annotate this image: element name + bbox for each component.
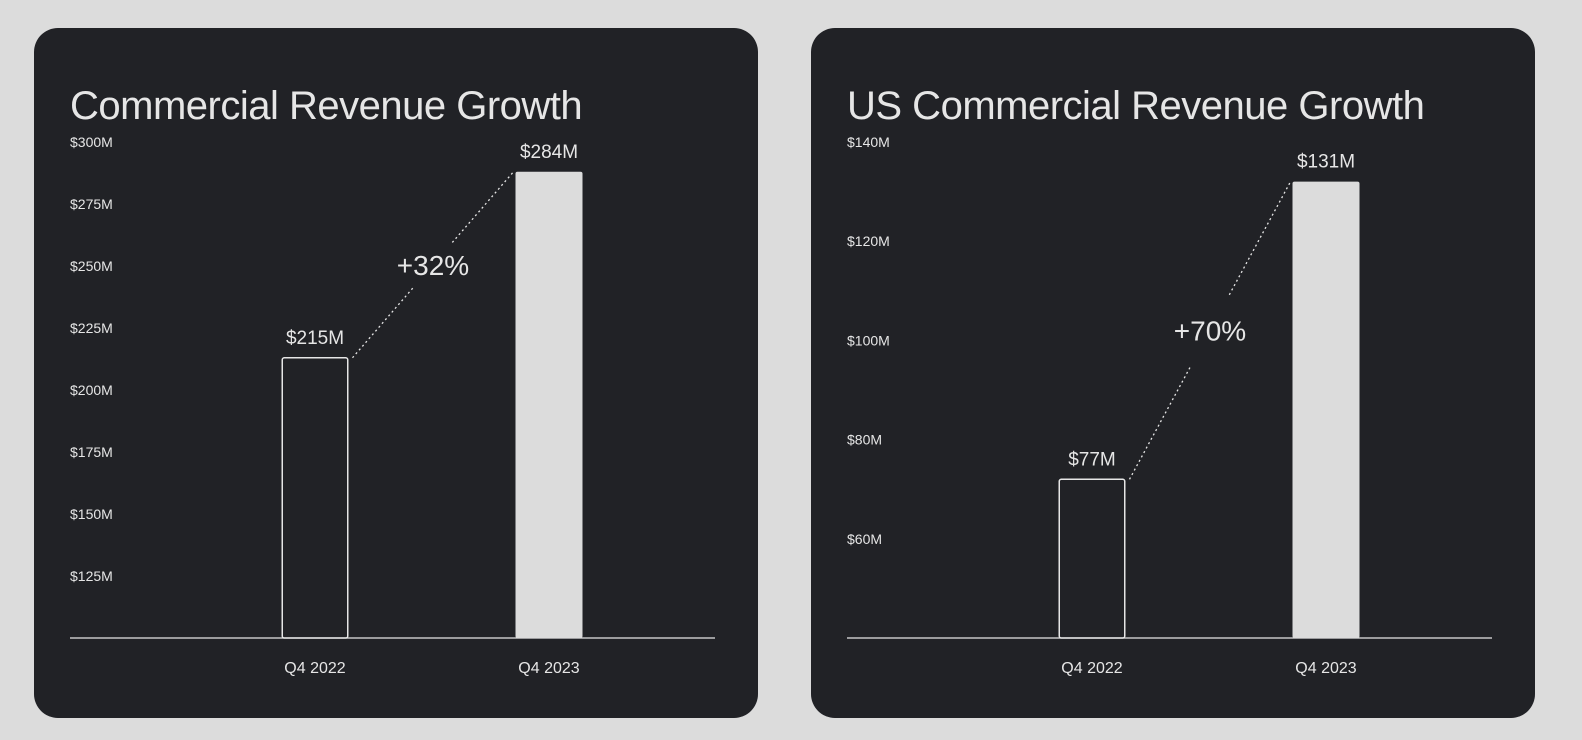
bar-chart-us-commercial-revenue: $60M $80M $100M $120M $140M $77M Q4 2022 $131M Q…	[847, 134, 1492, 677]
y-tick-label: $120M	[847, 233, 890, 249]
growth-percentage-label: +70%	[1174, 315, 1246, 346]
growth-percentage-label: +32%	[397, 250, 469, 281]
growth-connector-line	[1228, 181, 1292, 296]
y-tick-label: $250M	[70, 258, 113, 274]
x-tick-label: Q4 2023	[1295, 660, 1356, 677]
bar-value-label: $131M	[1297, 152, 1355, 173]
bar-q4-2023	[1292, 181, 1360, 638]
growth-connector-line	[352, 286, 415, 359]
x-tick-label: Q4 2023	[518, 660, 579, 677]
y-tick-label: $100M	[847, 332, 890, 348]
x-tick-label: Q4 2022	[284, 660, 345, 677]
bar-chart-commercial-revenue: $125M $150M $175M $200M $225M $250M $275M $300M…	[70, 134, 715, 677]
chart-title: Commercial Revenue Growth	[70, 84, 583, 128]
y-tick-label: $175M	[70, 444, 113, 460]
y-tick-label: $60M	[847, 531, 882, 547]
chart-card-commercial-revenue: Commercial Revenue Growth $125M $150M $175…	[34, 28, 758, 718]
growth-connector-line	[1128, 365, 1192, 480]
y-tick-label: $275M	[70, 196, 113, 212]
y-tick-label: $300M	[70, 134, 113, 150]
growth-connector-line	[451, 171, 514, 243]
bar-q4-2023	[515, 171, 583, 638]
y-tick-label: $150M	[70, 506, 113, 522]
chart-title: US Commercial Revenue Growth	[847, 84, 1425, 128]
bar-value-label: $77M	[1068, 449, 1116, 470]
y-tick-label: $125M	[70, 568, 113, 584]
x-tick-label: Q4 2022	[1061, 660, 1122, 677]
y-tick-label: $80M	[847, 432, 882, 448]
bar-value-label: $284M	[520, 142, 578, 163]
chart-card-us-commercial-revenue: US Commercial Revenue Growth $60M $80M $10…	[811, 28, 1535, 718]
y-tick-label: $140M	[847, 134, 890, 150]
bar-value-label: $215M	[286, 328, 344, 349]
y-tick-label: $200M	[70, 382, 113, 398]
bar-q4-2022	[281, 357, 349, 639]
bar-q4-2022	[1058, 478, 1126, 639]
y-tick-label: $225M	[70, 320, 113, 336]
